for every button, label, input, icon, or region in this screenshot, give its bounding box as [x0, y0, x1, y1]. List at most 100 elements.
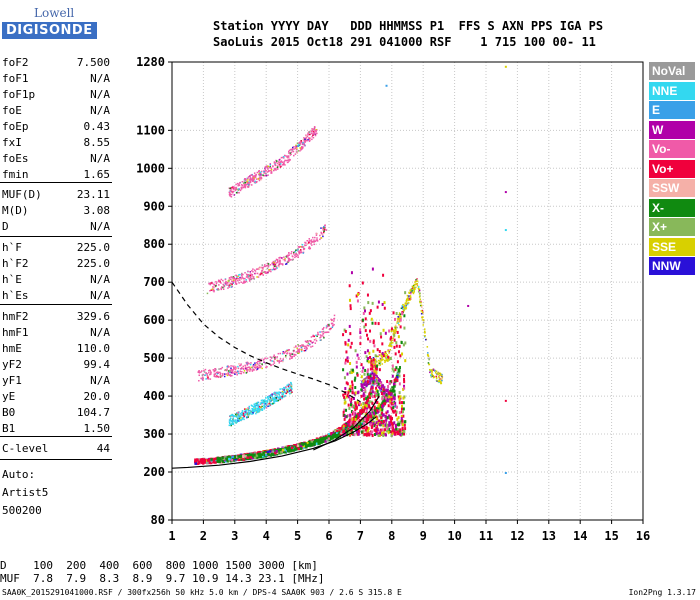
echo-point [276, 165, 279, 167]
echo-point [258, 179, 261, 182]
echo-point [200, 377, 202, 380]
echo-point [295, 252, 297, 255]
echo-point [274, 265, 276, 267]
echo-point [243, 408, 246, 410]
echo-point [275, 450, 278, 453]
echo-point [267, 271, 269, 274]
echo-point [271, 399, 273, 401]
echo-point [290, 392, 292, 394]
param-key: B0 [2, 406, 16, 419]
echo-point [419, 295, 421, 297]
echo-point [237, 417, 239, 420]
echo-point [305, 139, 307, 142]
echo-point [308, 247, 310, 250]
param-row-hme: hmE 110.0 [2, 342, 110, 357]
echo-point [233, 455, 237, 458]
echo-point [398, 314, 401, 316]
echo-point [392, 336, 395, 339]
echo-point [251, 273, 254, 276]
echo-point [252, 369, 254, 371]
echo-point [284, 164, 286, 166]
echo-point [249, 456, 252, 459]
echo-point [265, 400, 267, 403]
trace-4th-hop [228, 126, 318, 198]
echo-point [404, 359, 407, 363]
echo-point [370, 359, 373, 363]
echo-point [233, 420, 236, 422]
echo-point [224, 369, 227, 371]
echo-point [378, 378, 380, 380]
logo-lowell-text: Lowell [34, 6, 75, 20]
echo-point [348, 424, 351, 428]
echo-point [249, 276, 252, 279]
param-key: yF1 [2, 374, 22, 387]
echo-point [206, 373, 209, 375]
echo-point [243, 370, 246, 372]
echo-point [252, 178, 255, 180]
echo-point [259, 178, 261, 180]
echo-point [283, 154, 286, 157]
echo-point [244, 413, 247, 415]
echo-point [380, 381, 383, 383]
echo-point [295, 144, 297, 147]
echo-point [363, 394, 366, 398]
echo-point [317, 439, 321, 442]
echo-point [364, 405, 367, 409]
echo-point [237, 415, 239, 417]
param-row-fof1: foF1 N/A [2, 72, 110, 87]
echo-point [331, 326, 334, 329]
echo-point [374, 362, 377, 364]
echo-point [286, 350, 288, 352]
echo-point [274, 356, 276, 358]
echo-point [279, 451, 283, 454]
echo-point [298, 143, 300, 146]
echo-point [245, 273, 248, 276]
echo-point [264, 400, 266, 402]
param-row-he: h`E N/A [2, 273, 110, 288]
echo-point [266, 400, 268, 402]
echo-point [313, 335, 316, 337]
echo-point [278, 362, 281, 364]
x-tick-label: 10 [447, 529, 461, 543]
echo-point [302, 246, 305, 248]
echo-point [254, 272, 257, 275]
echo-point [322, 335, 325, 338]
echo-point [267, 397, 269, 400]
echo-point [308, 343, 311, 345]
echo-point [362, 401, 365, 405]
echo-point [236, 413, 239, 416]
echo-point [232, 276, 235, 278]
echo-point [320, 339, 322, 341]
echo-point [238, 279, 241, 281]
echo-point [387, 391, 390, 394]
param-row-clevel: C-level 44 [2, 442, 110, 457]
echo-point [279, 163, 281, 166]
echo-point [397, 369, 401, 373]
echo-point [201, 376, 204, 378]
echo-point [407, 298, 409, 300]
echo-point [360, 403, 363, 407]
echo-point [235, 371, 237, 373]
echo-point [217, 287, 219, 290]
echo-point [207, 378, 210, 380]
echo-point [333, 323, 335, 326]
echo-point [293, 355, 295, 358]
echo-point [293, 349, 296, 352]
echo-point [288, 152, 290, 154]
echo-point [336, 429, 339, 433]
echo-point [237, 274, 240, 276]
echo-point [332, 434, 335, 437]
echo-point [412, 287, 415, 289]
echo-point [284, 159, 286, 162]
echo-point [213, 289, 215, 292]
echo-point [301, 246, 303, 248]
echo-point [283, 386, 285, 389]
param-key: foE [2, 104, 22, 117]
echo-point [327, 437, 330, 440]
echo-point [259, 409, 261, 411]
echo-point [301, 243, 304, 246]
echo-point [244, 183, 246, 186]
echo-point [268, 402, 271, 405]
echo-point [292, 253, 295, 255]
echo-point [389, 380, 392, 384]
